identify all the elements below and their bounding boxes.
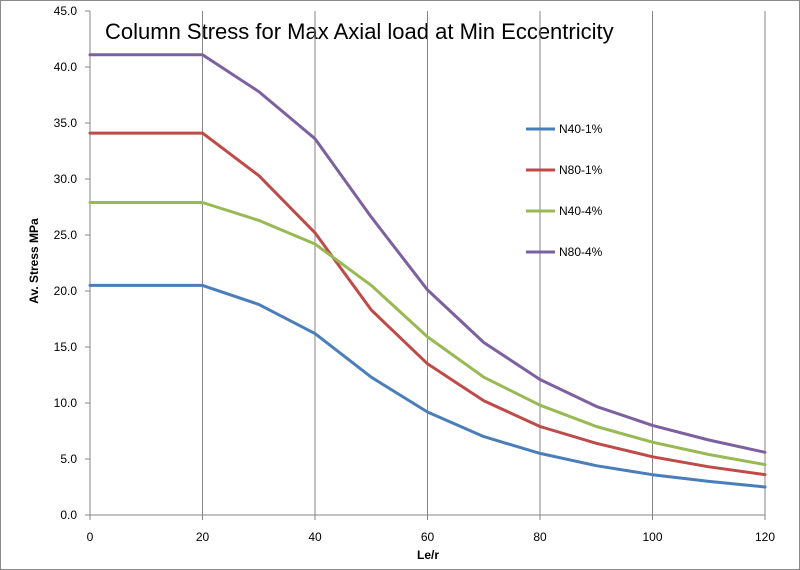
x-axis-title: Le/r [417, 548, 439, 562]
y-tick-label: 5.0 [60, 452, 77, 466]
series-line-n40-1pct [88, 283, 767, 489]
legend: N40-1% N80-1% N40-4% N80-4% [526, 122, 603, 259]
series-line-n80-1pct [88, 131, 767, 477]
y-axis-title: Av. Stress MPa [27, 218, 41, 304]
x-tick-label: 80 [533, 530, 547, 544]
axes: 0.0 5.0 10.0 15.0 20.0 25.0 30.0 35.0 40.0 45.0 0 2… [54, 4, 776, 544]
chart-title: Column Stress for Max Axial load at Min … [105, 19, 614, 44]
y-tick-label: 10.0 [54, 396, 78, 410]
x-tick-label: 0 [87, 530, 94, 544]
legend-label-n40-4pct: N40-4% [559, 204, 603, 218]
grid-lines [202, 11, 766, 515]
x-tick-label: 100 [642, 530, 662, 544]
series-lines [88, 53, 767, 489]
legend-label-n40-1pct: N40-1% [559, 122, 603, 136]
y-tick-label: 40.0 [54, 60, 78, 74]
y-tick-label: 20.0 [54, 284, 78, 298]
y-tick-label: 0.0 [60, 508, 77, 522]
y-tick-label: 25.0 [54, 228, 78, 242]
x-tick-label: 120 [755, 530, 775, 544]
series-line-n40-4pct [88, 201, 767, 467]
y-tick-label: 35.0 [54, 116, 78, 130]
y-tick-label: 30.0 [54, 172, 78, 186]
legend-label-n80-1pct: N80-1% [559, 163, 603, 177]
legend-label-n80-4pct: N80-4% [559, 245, 603, 259]
x-tick-label: 20 [196, 530, 210, 544]
y-tick-label: 45.0 [54, 4, 78, 18]
y-tick-label: 15.0 [54, 340, 78, 354]
x-tick-label: 60 [421, 530, 435, 544]
series-line-n80-4pct [88, 53, 767, 454]
x-tick-label: 40 [308, 530, 322, 544]
